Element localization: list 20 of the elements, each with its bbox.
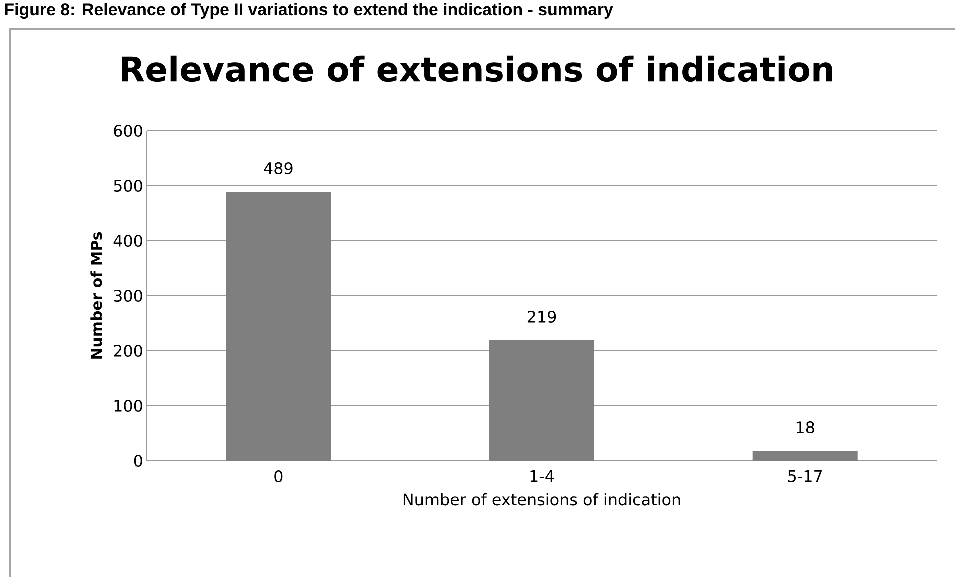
y-tick-label: 400 — [114, 234, 142, 248]
y-tick-label: 0 — [134, 454, 142, 468]
data-label: 18 — [796, 422, 814, 434]
y-tick-label: 600 — [114, 124, 142, 138]
bar — [752, 451, 858, 461]
data-label: 219 — [528, 310, 556, 324]
y-tick-label: 100 — [114, 400, 142, 412]
bar — [226, 192, 332, 461]
data-label: 489 — [264, 162, 293, 175]
x-tick-label: 5-17 — [788, 470, 822, 482]
x-tick-label: 0 — [274, 470, 283, 483]
x-tick-label: 1-4 — [530, 470, 554, 482]
x-axis-title: Number of extensions of indication — [404, 493, 680, 506]
chart-title: Relevance of extensions of indication — [122, 56, 832, 82]
y-tick-label: 200 — [114, 344, 142, 358]
y-axis-title: Number of MPs — [90, 232, 102, 359]
caption: Figure 8: Relevance of Type II variations to extend the indication - summary — [5, 3, 614, 20]
bar — [490, 340, 595, 461]
y-tick-label: 500 — [114, 180, 142, 192]
y-tick-label: 300 — [114, 290, 142, 302]
